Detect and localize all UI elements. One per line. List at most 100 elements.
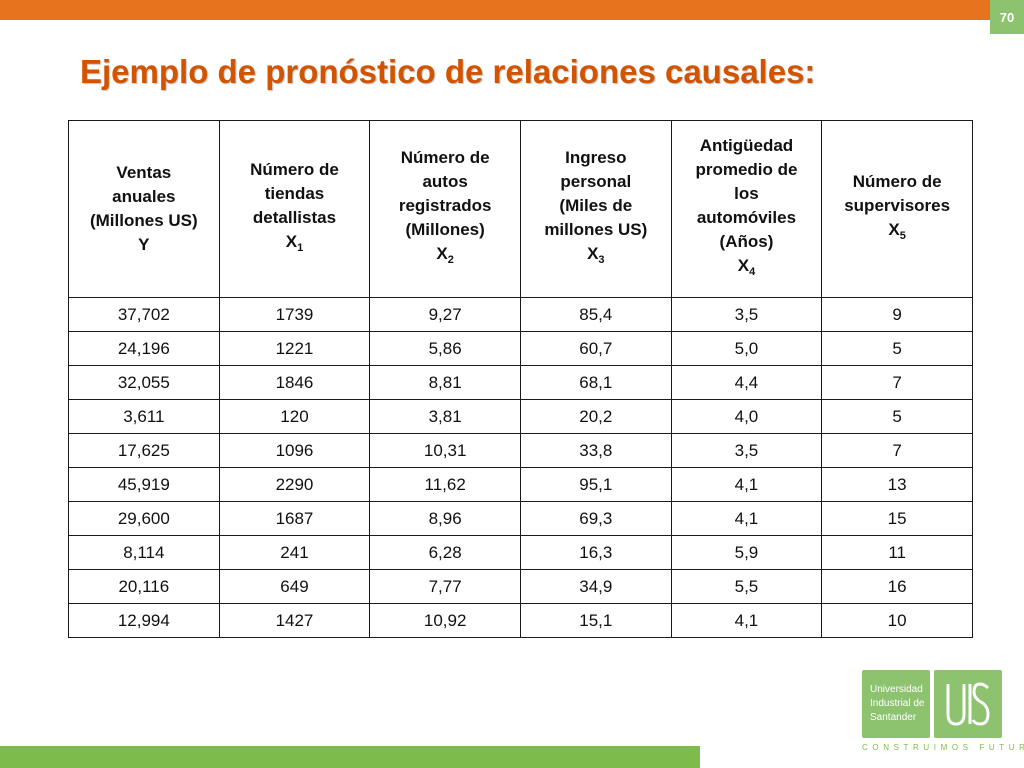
table-cell: 7 [821,365,973,400]
header-variable: X [285,232,298,251]
table-cell: 8,114 [68,535,220,570]
table-cell: 16 [821,569,973,604]
table-cell: 5,86 [369,331,521,366]
table-cell: 4,1 [670,603,823,638]
header-line: X4 [676,254,818,284]
table-cell: 20,2 [519,399,672,434]
table-cell: 9 [821,297,973,332]
header-subscript: 3 [598,254,605,266]
table-cell: 1096 [218,433,371,468]
header-row: Ventas anuales (Millones US) Y Número de tien… [68,120,973,298]
table-cell: 11 [821,535,973,570]
table-cell: 60,7 [519,331,672,366]
table-cell: 7,77 [369,569,521,604]
table-row: 24,196 1221 5,86 60,7 5,0 5 [68,331,973,366]
table-cell: 12,994 [68,603,220,638]
table-cell: 24,196 [68,331,220,366]
table-cell: 95,1 [519,467,672,502]
table-cell: 5,9 [670,535,823,570]
header-line: supervisores [844,196,951,215]
table-cell: 1221 [218,331,371,366]
header-line: personal [560,172,632,191]
header-line: X3 [525,242,667,272]
logo-tagline: CONSTRUIMOS FUTURO [862,743,1024,752]
table-body: 37,702 1739 9,27 85,4 3,5 9 24,196 1221 5,86 60,7… [68,297,973,638]
header-line: X2 [374,242,516,272]
table-row: 8,114 241 6,28 16,3 5,9 11 [68,535,973,570]
table-cell: 85,4 [519,297,672,332]
header-line: Ventas [116,163,172,182]
table-cell: 6,28 [369,535,521,570]
table-cell: 5 [821,399,973,434]
table-cell: 3,5 [670,297,823,332]
table-cell: 4,1 [670,501,823,536]
table-cell: 5 [821,331,973,366]
top-accent-bar [0,0,990,20]
header-subscript: 4 [749,266,756,278]
table-cell: 9,27 [369,297,521,332]
table-cell: 1427 [218,603,371,638]
data-table: Ventas anuales (Millones US) Y Número de tien… [68,120,973,638]
table-cell: 4,1 [670,467,823,502]
table-cell: 13 [821,467,973,502]
table-cell: 45,919 [68,467,220,502]
header-line: Ingreso [565,148,627,167]
header-line: X1 [224,230,366,260]
table-cell: 3,81 [369,399,521,434]
table-cell: 649 [218,569,371,604]
table-cell: 10 [821,603,973,638]
header-line: Y [138,235,150,254]
table-cell: 69,3 [519,501,672,536]
table-cell: 8,81 [369,365,521,400]
table-cell: 29,600 [68,501,220,536]
table-cell: 10,92 [369,603,521,638]
table-cell: 37,702 [68,297,220,332]
page-number: 70 [990,0,1024,34]
header-line: Número de [400,148,490,167]
column-header: Número de tiendas detallistas X1 [218,120,371,298]
table-row: 45,919 2290 11,62 95,1 4,1 13 [68,467,973,502]
header-line: autos [422,172,468,191]
header-line: Antigüedad [699,136,794,155]
header-variable: X [737,256,750,275]
table-row: 29,600 1687 8,96 69,3 4,1 15 [68,501,973,536]
table-cell: 4,4 [670,365,823,400]
table-cell: 32,055 [68,365,220,400]
table-cell: 7 [821,433,973,468]
column-header: Ingreso personal (Miles de millones US) X3 [519,120,672,298]
logo-line: Universidad [870,684,923,695]
table-row: 17,625 1096 10,31 33,8 3,5 7 [68,433,973,468]
table-cell: 2290 [218,467,371,502]
table-cell: 1846 [218,365,371,400]
header-line: Número de [852,172,942,191]
bottom-accent-bar [0,746,700,768]
table-cell: 34,9 [519,569,672,604]
table-cell: 120 [218,399,371,434]
table-cell: 33,8 [519,433,672,468]
header-line: X5 [826,218,968,248]
table-cell: 5,5 [670,569,823,604]
column-header: Ventas anuales (Millones US) Y [68,120,220,298]
table-cell: 4,0 [670,399,823,434]
table-cell: 1687 [218,501,371,536]
table-cell: 5,0 [670,331,823,366]
column-header: Número de supervisores X5 [821,120,973,298]
header-subscript: 1 [297,242,304,254]
header-line: automóviles [696,208,797,227]
header-line: tiendas [264,184,325,203]
header-line: los [734,184,759,203]
table-cell: 15,1 [519,603,672,638]
slide-title: Ejemplo de pronóstico de relaciones caus… [80,53,816,90]
header-line: anuales [112,187,176,206]
table-row: 12,994 1427 10,92 15,1 4,1 10 [68,603,973,638]
table-cell: 3,611 [68,399,220,434]
header-line: registrados [398,196,492,215]
header-line: detallistas [252,208,337,227]
table-cell: 8,96 [369,501,521,536]
logo-line: Santander [870,712,917,723]
header-line: Número de [250,160,339,179]
table-cell: 1739 [218,297,371,332]
uis-logo-icon [934,670,1002,738]
header-subscript: 5 [899,230,906,242]
header-line: (Millones US) [89,211,198,230]
